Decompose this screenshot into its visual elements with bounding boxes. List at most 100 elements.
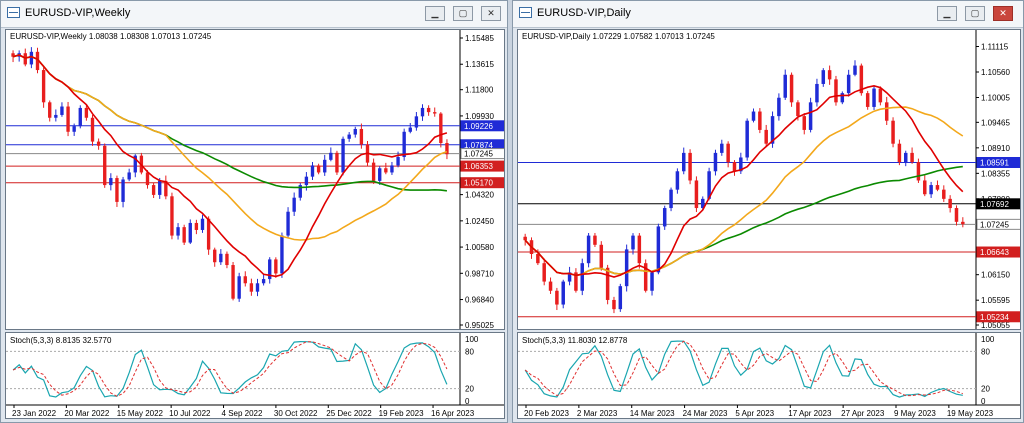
candle-body [408, 127, 412, 132]
date-tick-label: 19 May 2023 [947, 409, 994, 418]
candle-body [151, 185, 156, 195]
candle-body [164, 180, 168, 197]
candle-body [225, 253, 229, 266]
candle-body [929, 185, 933, 195]
candle-body [916, 162, 921, 181]
close-button[interactable]: ✕ [993, 6, 1013, 21]
candle-body [127, 172, 131, 180]
price-tick-label: 0.98710 [465, 269, 494, 278]
chart-info-label: EURUSD-VIP,Daily 1.07229 1.07582 1.07013… [522, 32, 715, 41]
candle-body [707, 171, 711, 199]
candle-body [54, 114, 58, 118]
weekly-chart-window[interactable]: EURUSD-VIP,Weekly ▁ ▢ ✕ 1.15485 1.13615 1.… [0, 0, 508, 423]
price-level-tag [976, 156, 1020, 168]
date-tick-label: 27 Apr 2023 [841, 409, 885, 418]
close-button[interactable]: ✕ [481, 6, 501, 21]
candle-body [237, 276, 241, 299]
candle-body [90, 117, 95, 142]
candle-body [384, 168, 388, 173]
stochastic-pane[interactable]: 100 80 20 0 20 Feb 2023 2 Mar 2023 14 Mar 2023… [517, 332, 1021, 419]
date-tick-label: 20 Mar 2022 [64, 409, 109, 418]
price-level-label: 1.09226 [464, 122, 493, 131]
candle-body [103, 145, 107, 186]
date-tick-label: 4 Sep 2022 [222, 409, 263, 418]
maximize-button[interactable]: ▢ [965, 6, 985, 21]
candle-body [200, 218, 205, 230]
candle-body [11, 53, 15, 57]
candle-body [872, 88, 876, 107]
price-tick-label: 1.08910 [981, 144, 1010, 153]
candle-body [414, 116, 419, 128]
candle-body [878, 88, 883, 103]
date-tick-label: 19 Feb 2023 [379, 409, 424, 418]
candle-body [121, 179, 125, 202]
window-titlebar[interactable]: EURUSD-VIP,Daily ▁ ▢ ✕ [513, 1, 1023, 28]
candle-body [580, 263, 585, 291]
candle-body [523, 236, 527, 241]
price-tick-label: 1.09930 [465, 112, 494, 121]
candle-body [359, 128, 364, 145]
price-tick-label: 1.10560 [981, 68, 1010, 77]
candle-body [396, 157, 400, 166]
price-chart-pane[interactable]: 1.154851.136151.118001.099301.062001.043… [5, 29, 505, 330]
price-chart-pane[interactable]: 1.11115 1.10560 1.10005 1.09465 1.08910 1.083… [517, 29, 1021, 330]
window-titlebar[interactable]: EURUSD-VIP,Weekly ▁ ▢ ✕ [1, 1, 507, 28]
price-tick-label: 1.09465 [981, 118, 1010, 127]
daily-chart-window[interactable]: EURUSD-VIP,Daily ▁ ▢ ✕ 1.11115 1.10560 1.1… [512, 0, 1024, 423]
price-level-label: 1.07874 [464, 141, 493, 150]
candle-body [390, 165, 394, 173]
stoch-tick-label: 100 [981, 335, 995, 344]
candle-body [213, 249, 217, 263]
candle-body [650, 272, 654, 291]
mid-moving-average-line [524, 106, 964, 277]
stoch-tick-label: 20 [981, 385, 990, 394]
candle-body [827, 70, 832, 80]
candle-body [897, 143, 902, 163]
candle-body [574, 272, 578, 291]
minimize-button[interactable]: ▁ [937, 6, 957, 21]
date-tick-label: 9 May 2023 [894, 409, 936, 418]
stoch-d-line [524, 340, 963, 397]
candle-body [599, 244, 604, 268]
date-tick-label: 23 Jan 2022 [12, 409, 57, 418]
fast-moving-average-line [524, 84, 964, 278]
price-tick-label: 1.04320 [465, 191, 494, 200]
candle-body [280, 235, 284, 274]
price-level-label: 1.07692 [980, 200, 1009, 209]
stoch-k-line [524, 340, 963, 398]
price-tick-label: 1.08355 [981, 169, 1010, 178]
price-tick-label: 1.11800 [465, 86, 494, 95]
stochastic-label: Stoch(5,3,3) 11.8030 12.8778 [522, 336, 628, 345]
candle-body [439, 113, 443, 143]
price-level-label: 1.05170 [464, 179, 493, 188]
stoch-tick-label: 80 [981, 347, 990, 356]
candle-body [808, 102, 813, 130]
candle-body [115, 178, 119, 202]
stoch-tick-label: 20 [465, 385, 474, 394]
candle-body [286, 211, 290, 236]
stochastic-label: Stoch(5,3,3) 8.8135 32.5770 [10, 336, 112, 345]
price-tick-label: 1.00580 [465, 243, 494, 252]
price-tick-label: 1.05595 [981, 296, 1010, 305]
weekly-price-chart: 1.154851.136151.118001.099301.062001.043… [6, 30, 504, 329]
candle-body [206, 218, 211, 250]
candle-body [72, 126, 76, 132]
candle-body [688, 152, 692, 181]
candle-body [662, 208, 667, 227]
candle-body [298, 185, 302, 198]
minimize-button[interactable]: ▁ [425, 6, 445, 21]
mid-moving-average-line [12, 54, 448, 241]
candle-body [60, 106, 64, 115]
price-level-tag [460, 120, 504, 132]
fast-moving-average-line [12, 54, 448, 278]
maximize-button[interactable]: ▢ [453, 6, 473, 21]
candle-body [853, 65, 857, 75]
candle-body [249, 283, 254, 292]
candle-body [304, 176, 309, 186]
price-level-tag [976, 246, 1020, 258]
candle-body [701, 198, 705, 209]
stochastic-pane[interactable]: 100 80 20 0 23 Jan 2022 20 Mar 2022 15 May 202… [5, 332, 505, 419]
candle-body [292, 197, 296, 212]
date-tick-label: 2 Mar 2023 [577, 409, 618, 418]
candle-body [402, 131, 406, 158]
